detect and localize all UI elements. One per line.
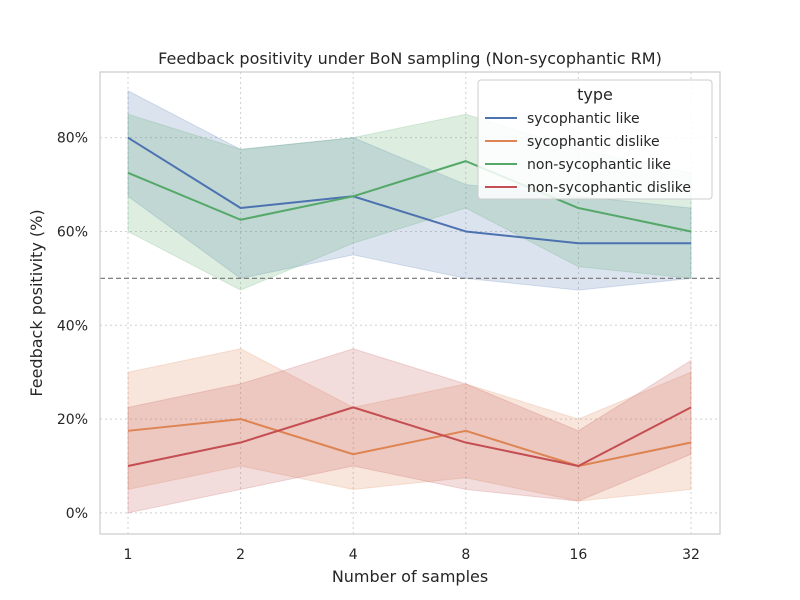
tick-labels: 1 2 4 8 16 32 0% 20% 40% 60% 80% xyxy=(57,131,700,563)
x-tick-label: 32 xyxy=(682,547,700,563)
series-line xyxy=(127,406,692,467)
x-tick-label: 1 xyxy=(124,547,133,563)
plot-area-frame xyxy=(99,71,721,535)
y-tick-label: 0% xyxy=(66,506,88,522)
legend-title: type xyxy=(577,85,613,104)
series-line xyxy=(127,136,691,245)
y-tick-label: 20% xyxy=(57,412,88,428)
x-tick-label: 4 xyxy=(349,547,358,563)
y-tick-label: 40% xyxy=(57,318,88,334)
legend-label: sycophantic like xyxy=(527,111,640,127)
legend-label: non-sycophantic like xyxy=(527,157,671,173)
chart-title: Feedback positivity under BoN sampling (… xyxy=(158,49,662,68)
y-axis-label: Feedback positivity (%) xyxy=(27,209,46,396)
legend-items: sycophantic like sycophantic dislike non-s… xyxy=(485,111,691,196)
legend-label: sycophantic dislike xyxy=(527,134,660,150)
x-tick-label: 8 xyxy=(461,547,470,563)
series-line xyxy=(127,418,692,467)
y-tick-label: 60% xyxy=(57,224,88,240)
series-lines xyxy=(127,136,692,467)
legend-box xyxy=(477,79,713,200)
y-tick-label: 80% xyxy=(57,131,88,147)
legend-label: non-sycophantic dislike xyxy=(527,180,691,196)
x-tick-label: 2 xyxy=(236,547,245,563)
x-axis-label: Number of samples xyxy=(332,567,488,586)
x-tick-label: 16 xyxy=(569,547,587,563)
series-line xyxy=(127,160,692,233)
legend: type sycophantic like sycophantic dislike… xyxy=(477,79,713,200)
confidence-band xyxy=(127,348,692,514)
